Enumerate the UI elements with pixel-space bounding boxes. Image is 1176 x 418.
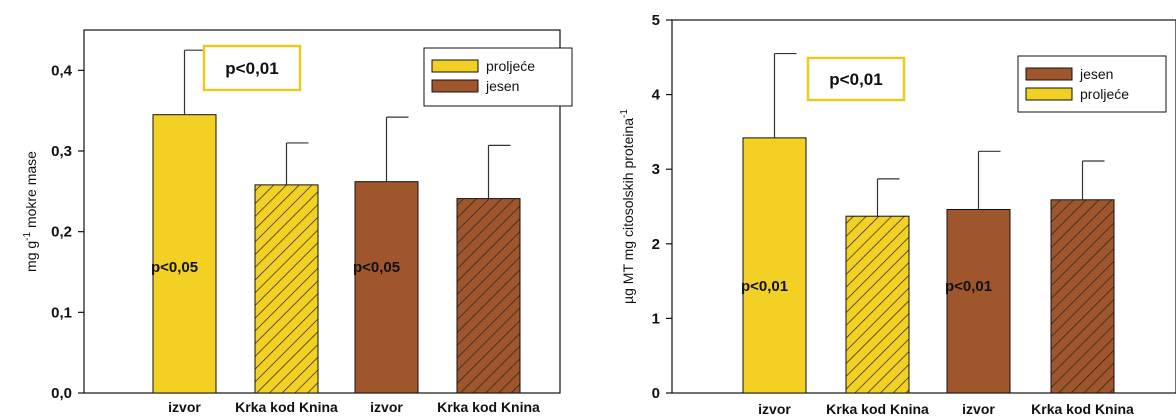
legend-box [1017, 55, 1167, 113]
y-axis-label: µg MT mg citosolskih proteina-1 [619, 109, 636, 304]
legend-label: jesen [1079, 66, 1113, 82]
category-label: Krka kod Knina [826, 401, 929, 417]
y-tick-label: 3 [652, 161, 660, 178]
bar [742, 137, 807, 394]
category-label: Krka kod Knina [235, 399, 338, 415]
y-axis-label: mg g-1 mokre mase [22, 151, 39, 272]
y-tick-label: 0,2 [51, 224, 72, 241]
legend-label: proljeće [1080, 86, 1129, 102]
y-tick-label: 1 [652, 310, 660, 327]
y-tick-label: 4 [652, 87, 661, 104]
bar-significance-label: p<0,05 [353, 259, 400, 276]
legend-label: jesen [485, 78, 519, 94]
legend-label: proljeće [486, 58, 535, 74]
legend-swatch [1025, 67, 1073, 81]
y-tick-label: 2 [652, 236, 660, 253]
bar-significance-label: p<0,05 [151, 259, 198, 276]
plot-frame [83, 29, 561, 394]
chart-left: 0,0 0,1 0,2 0,3 0,4 mg g-1 mokre mase izvor p<0… [22, 29, 573, 415]
bar [946, 208, 1011, 394]
significance-box [806, 56, 906, 102]
y-tick-label: 0,4 [51, 62, 73, 79]
bar-significance-label: p<0,01 [945, 278, 992, 295]
bar [152, 114, 217, 394]
category-label: Krka kod Knina [1031, 401, 1134, 417]
bar [254, 184, 319, 394]
category-label: izvor [962, 401, 995, 417]
significance-box-label: p<0,01 [829, 70, 882, 89]
category-label: izvor [168, 399, 201, 415]
chart-right: 0 1 2 3 4 5 µg MT mg citosolskih proteina-1 izv… [619, 12, 1176, 417]
bar-significance-label: p<0,01 [741, 278, 788, 295]
category-label: Krka kod Knina [437, 399, 540, 415]
y-tick-label: 0,0 [51, 385, 72, 402]
bar [456, 198, 521, 394]
bar [845, 215, 910, 394]
category-label: izvor [370, 399, 403, 415]
bar [1050, 199, 1115, 394]
legend-swatch [1025, 87, 1073, 101]
y-tick-label: 0,3 [51, 143, 72, 160]
category-label: izvor [758, 401, 791, 417]
significance-box [202, 44, 302, 92]
legend-swatch [431, 59, 479, 73]
bar [354, 181, 419, 394]
plot-frame [671, 19, 1176, 394]
y-tick-label: 0,1 [51, 304, 72, 321]
y-tick-label: 5 [652, 12, 660, 29]
significance-box-label: p<0,01 [225, 59, 278, 78]
legend-swatch [431, 79, 479, 93]
legend-box [423, 47, 573, 107]
y-tick-label: 0 [652, 385, 660, 402]
